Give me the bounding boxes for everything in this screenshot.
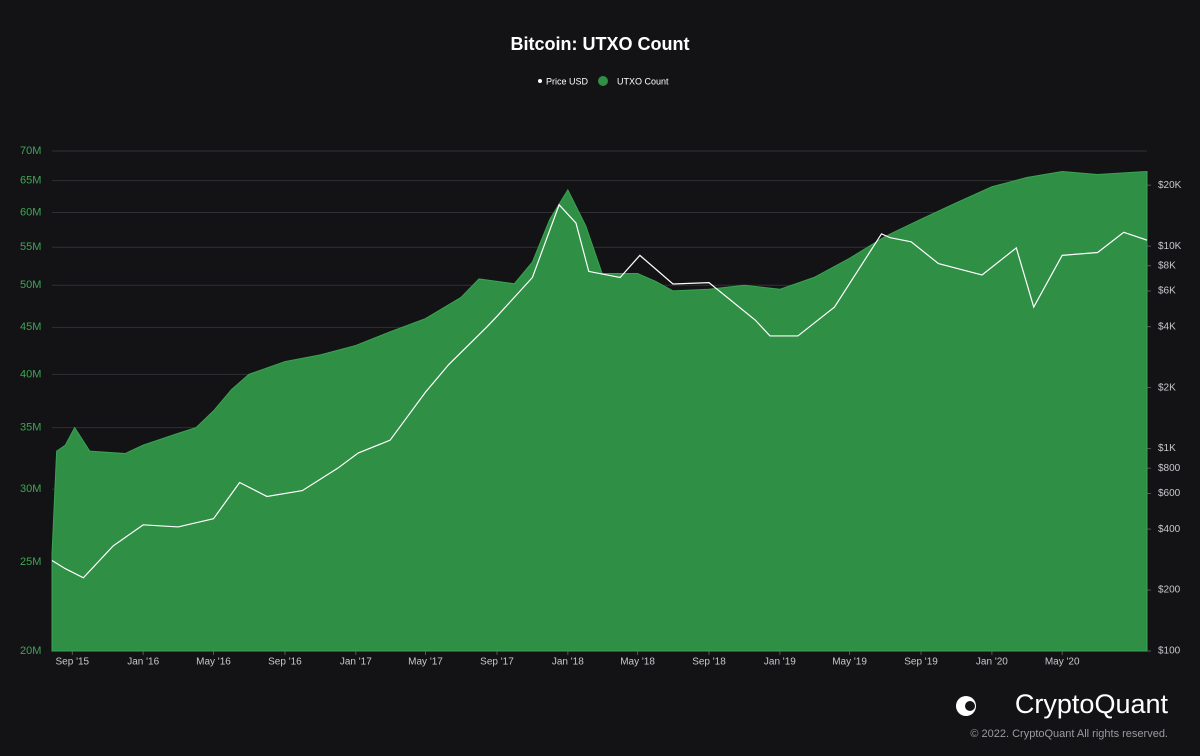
y-tick-label: 25M [20, 556, 41, 568]
x-tick-label: May '20 [1045, 657, 1080, 668]
y-tick-label: 65M [20, 174, 41, 186]
y2-tick-label: $800 [1158, 463, 1181, 474]
x-tick-label: Sep '19 [904, 657, 938, 668]
y-tick-label: 35M [20, 422, 41, 434]
y2-tick-label: $4K [1158, 321, 1176, 332]
x-tick-label: Sep '18 [692, 657, 726, 668]
y-tick-label: 30M [20, 483, 41, 495]
legend-marker [538, 79, 542, 83]
y-tick-label: 40M [20, 368, 41, 380]
y-tick-label: 60M [20, 206, 41, 218]
logo-icon-hole [965, 701, 975, 711]
x-tick-label: May '19 [832, 657, 867, 668]
legend-label: Price USD [546, 76, 589, 86]
footer: © 2022. CryptoQuant All rights reserved. [970, 728, 1168, 740]
y2-tick-label: $6K [1158, 286, 1176, 297]
y2-tick-label: $10K [1158, 241, 1182, 252]
y2-tick-label: $600 [1158, 488, 1181, 499]
price-line [51, 203, 1148, 579]
x-tick-label: Jan '16 [127, 657, 159, 668]
y2-tick-label: $1K [1158, 443, 1176, 454]
x-tick-label: Jan '20 [976, 657, 1008, 668]
x-tick-label: May '16 [196, 657, 231, 668]
x-tick-label: Jan '19 [764, 657, 796, 668]
x-tick-label: Sep '17 [480, 657, 514, 668]
x-tick-label: May '17 [408, 657, 443, 668]
y-tick-label: 45M [20, 321, 41, 333]
y2-tick-label: $200 [1158, 585, 1181, 596]
legend-label: UTXO Count [617, 76, 669, 86]
x-tick-label: Jan '17 [340, 657, 372, 668]
logo [956, 696, 976, 716]
y-tick-label: 70M [20, 145, 41, 157]
y2-tick-label: $400 [1158, 524, 1181, 535]
y-tick-label: 50M [20, 279, 41, 291]
y2-tick-label: $2K [1158, 382, 1176, 393]
x-tick-label: Jan '18 [552, 657, 584, 668]
watermark: CryptoQuant [1015, 689, 1169, 719]
y2-tick-label: $100 [1158, 646, 1181, 657]
x-tick-label: Sep '16 [268, 657, 302, 668]
legend-marker [598, 76, 608, 86]
chart-title: Bitcoin: UTXO Count [511, 34, 690, 54]
y-tick-label: 55M [20, 241, 41, 253]
y-tick-label: 20M [20, 645, 41, 657]
y2-tick-label: $20K [1158, 180, 1182, 191]
utxo-area [51, 170, 1148, 652]
x-tick-label: May '18 [620, 657, 655, 668]
x-tick-label: Sep '15 [56, 657, 90, 668]
y2-tick-label: $8K [1158, 260, 1176, 271]
